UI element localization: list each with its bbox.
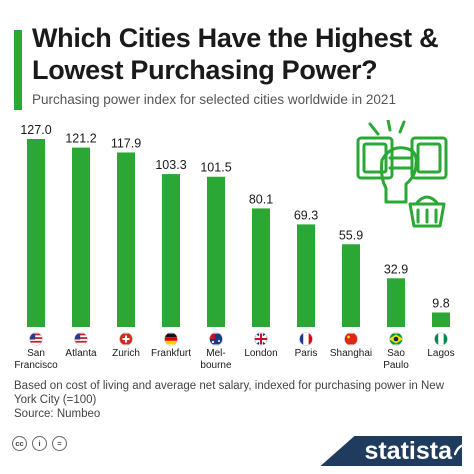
bar-group: 80.1 London bbox=[244, 192, 277, 359]
flag-br-icon bbox=[389, 332, 403, 346]
bar bbox=[432, 312, 450, 327]
bar-group: 55.9 Shanghai bbox=[330, 228, 372, 359]
bar bbox=[252, 208, 270, 327]
bar-value-label: 127.0 bbox=[20, 123, 51, 137]
statista-logo[interactable]: statista bbox=[320, 436, 462, 466]
money-hand-basket-icon bbox=[356, 120, 448, 228]
bar-value-label: 69.3 bbox=[294, 208, 318, 222]
page-title: Which Cities Have the Highest & Lowest P… bbox=[32, 23, 439, 85]
bar bbox=[297, 224, 315, 327]
bar bbox=[162, 174, 180, 327]
category-label: Sao bbox=[387, 348, 405, 359]
bar-group: 9.8 Lagos bbox=[427, 296, 454, 359]
bar-group: 103.3 Frankfurt bbox=[151, 158, 191, 359]
bar bbox=[117, 152, 135, 327]
flag-au-icon bbox=[209, 332, 223, 346]
bar bbox=[72, 147, 90, 327]
category-label: bourne bbox=[200, 360, 232, 371]
category-label: Atlanta bbox=[65, 348, 97, 359]
bar-value-label: 121.2 bbox=[65, 132, 96, 146]
chart-source: Source: Numbeo bbox=[14, 408, 101, 420]
bar-group: 101.5 Mel-bourne bbox=[200, 161, 232, 371]
license-icons: cc i = bbox=[12, 436, 67, 451]
category-label: Paris bbox=[295, 348, 318, 359]
bar-group: 121.2 Atlanta bbox=[65, 132, 97, 359]
by-icon[interactable]: i bbox=[32, 436, 47, 451]
bar bbox=[387, 278, 405, 327]
bar-group: 69.3 Paris bbox=[294, 208, 318, 359]
bar-group: 117.9 Zurich bbox=[111, 136, 141, 359]
bar-value-label: 32.9 bbox=[384, 262, 408, 276]
category-label: Mel- bbox=[206, 348, 225, 359]
flag-cn-icon bbox=[344, 332, 358, 346]
bar-value-label: 9.8 bbox=[432, 296, 449, 310]
bar-value-label: 117.9 bbox=[111, 136, 141, 150]
category-label: Lagos bbox=[427, 348, 454, 359]
statista-wave-icon bbox=[454, 443, 468, 456]
category-label: Francisco bbox=[14, 360, 58, 371]
category-label: Zurich bbox=[112, 348, 140, 359]
bar bbox=[207, 176, 225, 327]
chart-footnote: Based on cost of living and average net … bbox=[14, 380, 445, 406]
category-label: Paulo bbox=[383, 360, 409, 371]
category-label: San bbox=[27, 348, 45, 359]
bar-value-label: 80.1 bbox=[249, 192, 273, 206]
title-accent-bar bbox=[14, 30, 22, 110]
cc-icon[interactable]: cc bbox=[12, 436, 27, 451]
bar-value-label: 55.9 bbox=[339, 228, 363, 242]
flag-us-icon bbox=[74, 332, 88, 346]
flag-ch-icon bbox=[119, 332, 133, 346]
bar bbox=[342, 244, 360, 327]
flag-us-icon bbox=[29, 332, 43, 346]
bar-value-label: 103.3 bbox=[155, 158, 186, 172]
flag-gb-icon bbox=[254, 332, 268, 346]
bar bbox=[27, 139, 45, 327]
chart-subtitle: Purchasing power index for selected citi… bbox=[32, 92, 396, 107]
category-label: Frankfurt bbox=[151, 348, 191, 359]
flag-de-icon bbox=[164, 332, 178, 346]
flag-fr-icon bbox=[299, 332, 313, 346]
bar-value-label: 101.5 bbox=[200, 161, 231, 175]
category-label: London bbox=[244, 348, 277, 359]
equals-icon[interactable]: = bbox=[52, 436, 67, 451]
category-label: Shanghai bbox=[330, 348, 372, 359]
flag-ng-icon bbox=[434, 332, 448, 346]
